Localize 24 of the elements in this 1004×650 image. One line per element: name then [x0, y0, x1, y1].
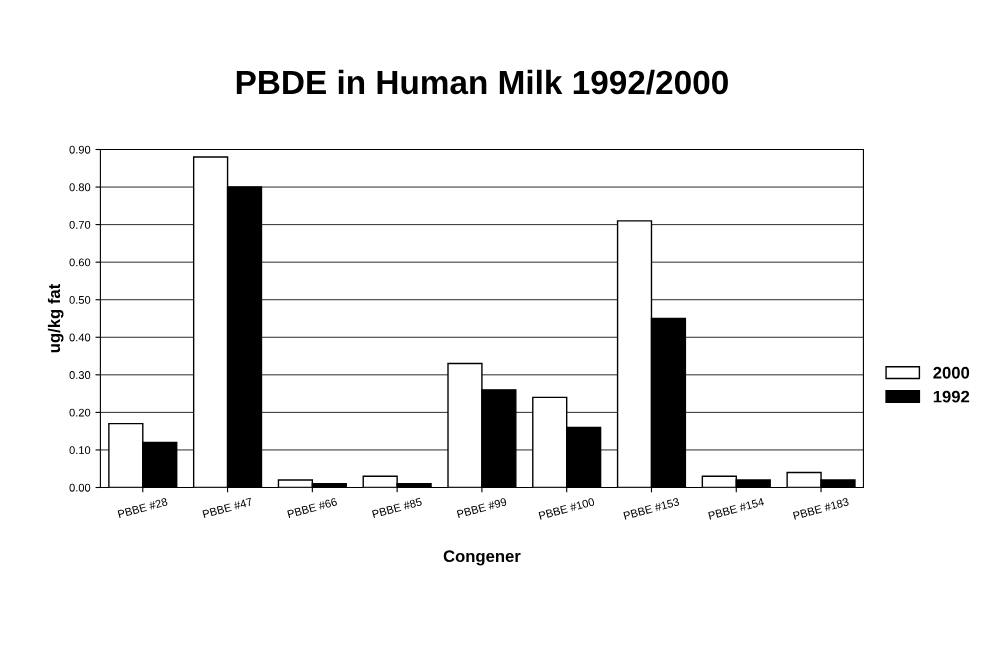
y-axis-title: ug/kg fat	[47, 283, 64, 353]
x-tick-label: PBBE #85	[371, 497, 423, 519]
x-tick-label: PBBE #47	[202, 497, 253, 519]
chart-title: PBDE in Human Milk 1992/2000	[236, 69, 728, 95]
legend-label: 1992	[933, 390, 970, 403]
y-tick-label: 0.50	[69, 295, 91, 304]
x-axis-title: Congener	[443, 550, 521, 566]
x-tick-label: PBBE #183	[792, 497, 850, 520]
x-tick-label: PBBE #99	[456, 497, 507, 519]
y-tick-label: 0.10	[69, 446, 91, 455]
y-tick-label: 0.40	[69, 333, 91, 342]
x-tick-label: PBBE #100	[538, 497, 595, 520]
y-tick-label: 0.30	[69, 371, 91, 379]
y-tick-label: 0.80	[69, 183, 91, 192]
y-tick-label: 0.20	[69, 408, 91, 417]
legend-label: 2000	[933, 366, 970, 379]
y-tick-label: 0.00	[69, 483, 91, 492]
y-tick-label: 0.60	[69, 258, 91, 267]
x-tick-label: PBBE #153	[623, 497, 680, 520]
y-tick-label: 0.90	[69, 145, 91, 154]
x-tick-label: PBBE #66	[287, 497, 338, 519]
x-tick-label: PBBE #154	[708, 497, 765, 520]
x-tick-label: PBBE #28	[117, 497, 168, 519]
y-tick-label: 0.70	[69, 220, 91, 229]
